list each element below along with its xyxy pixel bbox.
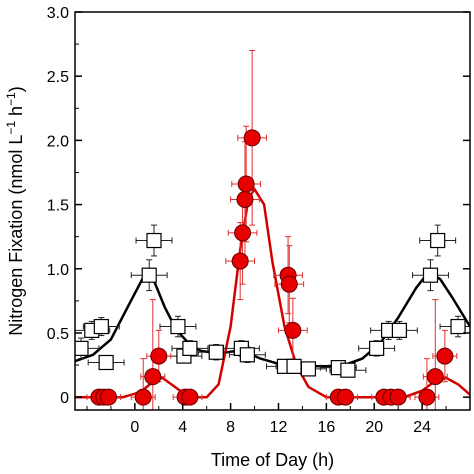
x-tick-label-3: 12	[270, 419, 288, 436]
y-axis-title-sup1: −1	[4, 121, 18, 135]
data-point-circle-8	[231, 252, 249, 270]
y-tick-label-5: 2.5	[47, 69, 69, 86]
series-squares-markers	[75, 232, 466, 378]
data-point-circle-22	[426, 368, 444, 386]
data-point-square-13	[286, 358, 302, 374]
data-point-square-16	[340, 362, 356, 378]
x-tick-label-1: 4	[178, 419, 187, 436]
data-point-circle-2	[100, 388, 118, 406]
y-tick-label-4: 2.0	[47, 133, 69, 150]
y-tick-label-6: 3.0	[47, 5, 69, 22]
plot-frame	[74, 11, 471, 411]
data-point-circle-21	[418, 388, 436, 406]
y-axis-title: Nitrogen Fixation (nmol L−1 h−1)	[4, 86, 26, 335]
y-axis-title-mid: h	[6, 106, 26, 121]
x-tick-label-0: 0	[130, 419, 139, 436]
data-point-square-9	[208, 344, 224, 360]
data-point-circle-14	[280, 275, 298, 293]
data-point-square-21	[430, 232, 446, 249]
y-tick-label-3: 1.5	[47, 198, 69, 215]
data-point-square-5	[146, 232, 162, 249]
y-tick-label-0: 0	[60, 390, 69, 407]
data-point-circle-10	[236, 190, 254, 208]
data-point-square-6	[170, 318, 186, 335]
fit-curve-0	[75, 271, 470, 368]
data-point-circle-4	[144, 368, 162, 386]
axis-ticks: 0 4 8 12 16 20 24 0 0.5 1.0 1.5 2.0 2.5 3.0	[47, 5, 471, 436]
series-circles-markers	[90, 129, 454, 406]
data-point-circle-3	[134, 388, 152, 406]
data-point-square-11	[239, 347, 255, 363]
data-point-circle-11	[237, 175, 255, 193]
data-point-circle-20	[389, 388, 407, 406]
y-tick-label-1: 0.5	[47, 326, 69, 343]
y-axis-title-main: Nitrogen Fixation (nmol L	[6, 135, 26, 336]
data-point-circle-12	[243, 129, 261, 147]
data-point-circle-23	[436, 347, 454, 365]
x-axis-title: Time of Day (h)	[211, 450, 334, 470]
plot-layers	[75, 50, 470, 410]
data-point-square-8	[182, 340, 198, 356]
data-point-square-22	[450, 318, 466, 335]
data-point-circle-9	[234, 224, 252, 242]
x-tick-label-6: 24	[413, 419, 431, 436]
x-tick-label-5: 20	[365, 419, 383, 436]
data-point-square-17	[369, 340, 385, 356]
series-squares-fit	[75, 271, 470, 368]
x-tick-label-4: 16	[317, 419, 335, 436]
data-point-circle-7	[181, 388, 199, 406]
x-tick-label-2: 8	[226, 419, 235, 436]
y-axis-title-end: )	[6, 86, 26, 92]
data-point-square-4	[141, 267, 157, 283]
data-point-circle-15	[284, 321, 302, 339]
data-point-square-19	[391, 322, 407, 338]
data-point-square-20	[422, 267, 439, 283]
data-point-square-2	[93, 318, 109, 335]
y-axis-title-sup2: −1	[4, 92, 18, 106]
data-point-circle-5	[150, 347, 168, 365]
data-point-square-14	[300, 361, 317, 377]
data-point-square-0	[75, 340, 89, 356]
data-point-square-3	[98, 354, 114, 371]
y-tick-label-2: 1.0	[47, 262, 69, 279]
series-squares-errorbars	[75, 224, 470, 378]
data-point-circle-17	[337, 388, 355, 406]
